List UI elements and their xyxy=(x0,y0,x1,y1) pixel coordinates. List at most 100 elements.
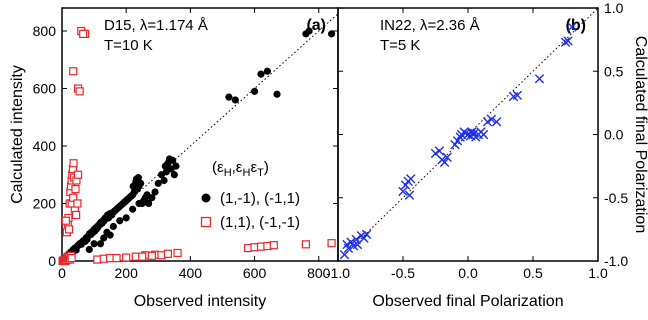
legend-entry: (1,-1), (-1,1) xyxy=(220,190,300,207)
panel-a: 0 200 400 600 800 0 200 400 600 800 Observed inten… xyxy=(9,7,339,310)
data-point xyxy=(231,96,239,104)
x-axis-label: Observed intensity xyxy=(134,293,267,310)
legend-marker-circle xyxy=(201,193,211,203)
panel-label: (b) xyxy=(566,17,586,34)
y-tick-label: 400 xyxy=(33,138,57,154)
data-point xyxy=(69,159,78,168)
y-tick-label: 0.0 xyxy=(604,127,624,143)
data-point xyxy=(170,171,178,179)
data-point xyxy=(151,188,159,196)
data-point xyxy=(439,157,450,168)
x-tick-label: 800 xyxy=(307,265,331,281)
y-tick-label: 600 xyxy=(33,81,57,97)
series-crosses xyxy=(339,22,577,260)
y-tick-label: -1.0 xyxy=(604,253,628,269)
data-point xyxy=(301,240,311,249)
legend: (εH,εHεT)(1,-1), (-1,1)(1,1), (-1,-1) xyxy=(193,149,331,235)
data-point xyxy=(67,254,76,263)
data-point xyxy=(129,205,137,213)
data-point xyxy=(567,22,577,32)
legend-title-part: (ε xyxy=(212,159,224,176)
data-point xyxy=(71,185,80,194)
data-point xyxy=(455,132,465,142)
legend-title-part: T xyxy=(257,167,264,179)
data-point xyxy=(486,114,497,125)
y-tick-label: 800 xyxy=(33,23,57,39)
x-tick-label: 600 xyxy=(243,265,267,281)
y-tick-label: 0.5 xyxy=(604,63,624,79)
legend-title-part: ) xyxy=(264,159,269,176)
x-tick-label: 0.0 xyxy=(458,265,478,281)
data-point xyxy=(343,243,354,254)
data-point xyxy=(361,229,372,240)
data-point xyxy=(534,74,545,84)
data-point xyxy=(172,162,180,170)
data-point xyxy=(163,249,173,258)
data-point xyxy=(100,234,108,242)
annotation-line: D15, λ=1.174 Å xyxy=(104,17,208,34)
data-point xyxy=(147,251,156,260)
data-point xyxy=(73,199,82,208)
data-point xyxy=(263,67,271,75)
data-point xyxy=(148,194,156,202)
data-point xyxy=(73,170,83,179)
legend-title: (εH,εHεT) xyxy=(212,159,269,179)
series-open-squares xyxy=(58,26,336,266)
data-point xyxy=(138,252,147,261)
data-point xyxy=(467,127,477,137)
legend-title-part: ε xyxy=(250,159,257,176)
y-axis-label: Calculated final Polarization xyxy=(632,36,648,233)
annotation-line: IN22, λ=2.36 Å xyxy=(380,17,480,34)
data-point xyxy=(135,199,143,208)
x-tick-label: -0.5 xyxy=(391,265,415,281)
legend-bg xyxy=(193,149,331,235)
data-point xyxy=(563,36,573,46)
data-point xyxy=(75,87,84,96)
data-point xyxy=(398,186,408,197)
data-point xyxy=(442,152,452,162)
x-tick-label: 0.5 xyxy=(523,265,543,281)
data-point xyxy=(478,129,489,140)
annotation-line: T=10 K xyxy=(104,37,153,54)
data-point xyxy=(491,117,502,127)
data-point xyxy=(85,245,93,254)
x-tick-label: 200 xyxy=(115,265,139,281)
x-axis-label: Observed final Polarization xyxy=(372,293,563,310)
data-point xyxy=(90,240,98,248)
data-point xyxy=(273,90,281,98)
data-point xyxy=(250,87,259,95)
data-point xyxy=(72,210,81,220)
data-point xyxy=(512,90,523,100)
data-point xyxy=(145,199,153,208)
annotation-line: T=5 K xyxy=(380,37,420,54)
data-point xyxy=(305,27,313,35)
x-tick-label: 400 xyxy=(179,265,203,281)
data-point xyxy=(269,241,278,250)
data-point xyxy=(69,193,78,202)
data-point xyxy=(154,179,162,187)
data-point xyxy=(116,217,124,225)
data-point xyxy=(257,70,265,78)
data-point xyxy=(79,29,88,38)
data-point xyxy=(327,30,336,38)
data-point xyxy=(560,37,571,47)
data-point xyxy=(225,93,233,101)
data-point xyxy=(106,231,114,239)
y-tick-label: -0.5 xyxy=(604,190,628,206)
data-point xyxy=(61,216,70,225)
data-point xyxy=(96,240,105,248)
legend-title-part: H xyxy=(224,167,232,179)
legend-title-part: ,ε xyxy=(232,159,243,176)
legend-marker-square xyxy=(200,216,212,228)
x-tick-label: 1.0 xyxy=(588,265,608,281)
y-tick-label: 200 xyxy=(33,196,57,212)
series-filled-circles xyxy=(60,27,336,264)
data-point xyxy=(137,179,145,187)
data-point xyxy=(434,146,445,156)
y-axis-label: Calculated intensity xyxy=(9,65,26,204)
data-point xyxy=(169,156,177,164)
data-point xyxy=(160,176,168,185)
data-point xyxy=(64,225,74,234)
x-tick-label: 0 xyxy=(58,265,66,281)
